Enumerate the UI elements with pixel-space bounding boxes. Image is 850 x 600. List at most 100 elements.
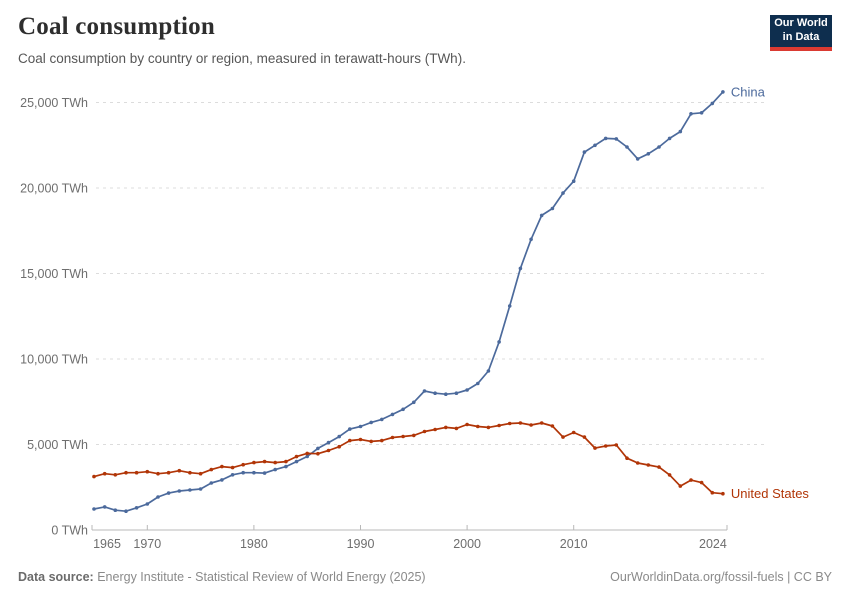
united-states-data-point-marker	[326, 448, 331, 453]
china-series-line[interactable]	[93, 91, 724, 513]
united-states-data-point-marker	[603, 444, 608, 448]
united-states-data-point-marker	[209, 467, 214, 472]
china-data-point-marker	[262, 471, 267, 475]
united-states-data-point-marker	[348, 438, 352, 443]
united-states-data-point-marker	[689, 478, 693, 482]
united-states-data-point-marker	[465, 422, 469, 427]
united-states-series-label[interactable]: United States	[731, 486, 810, 501]
china-data-point-marker	[667, 136, 672, 141]
united-states-data-point-marker	[507, 421, 512, 426]
y-axis-tick-label: 5,000 TWh	[27, 438, 88, 452]
china-data-point-marker	[454, 391, 459, 396]
china-data-point-marker	[337, 434, 342, 439]
china-data-point-marker	[156, 495, 160, 499]
united-states-data-point-marker	[145, 469, 150, 474]
chart-title: Coal consumption	[18, 13, 215, 40]
united-states-data-point-marker	[561, 435, 565, 439]
united-states-data-point-marker	[625, 456, 629, 461]
chart-subtitle: Coal consumption by country or region, m…	[18, 51, 466, 66]
united-states-data-point-marker	[614, 443, 619, 447]
united-states-data-point-marker	[316, 451, 320, 456]
united-states-data-point-marker	[593, 446, 597, 450]
china-data-point-marker	[92, 507, 96, 511]
united-states-data-point-marker	[539, 421, 544, 425]
owid-logo[interactable]: Our World in Data	[770, 15, 832, 51]
united-states-data-point-marker	[358, 437, 363, 442]
united-states-data-point-marker	[667, 473, 672, 477]
x-axis-tick-label: 1990	[347, 537, 375, 551]
china-data-point-marker	[422, 389, 427, 393]
united-states-data-point-marker	[305, 451, 310, 456]
united-states-data-point-marker	[252, 460, 256, 465]
china-data-point-marker	[710, 101, 715, 106]
data-source-text: Energy Institute - Statistical Review of…	[93, 570, 426, 584]
united-states-data-point-marker	[92, 474, 96, 479]
y-axis-tick-label: 10,000 TWh	[20, 353, 88, 367]
china-data-point-marker	[529, 237, 533, 242]
united-states-data-point-marker	[710, 490, 715, 495]
china-data-point-marker	[646, 152, 651, 156]
china-data-point-marker	[348, 427, 352, 431]
united-states-data-point-marker	[262, 459, 267, 464]
china-data-point-marker	[177, 489, 182, 493]
china-data-point-marker	[102, 505, 107, 509]
china-data-point-marker	[220, 478, 224, 482]
x-axis-tick-label: 1980	[240, 537, 268, 551]
china-data-point-marker	[188, 488, 192, 492]
china-data-point-marker	[294, 459, 299, 464]
united-states-data-point-marker	[198, 471, 203, 476]
united-states-data-point-marker	[476, 424, 480, 429]
china-data-point-marker	[593, 143, 597, 148]
china-data-point-marker	[273, 467, 278, 472]
china-data-point-marker	[582, 150, 587, 154]
y-axis-tick-label: 0 TWh	[51, 524, 88, 538]
united-states-data-point-marker	[433, 427, 437, 432]
owid-logo-line1: Our World	[774, 17, 828, 30]
china-data-point-marker	[241, 470, 245, 475]
china-data-point-marker	[326, 440, 331, 445]
united-states-data-point-marker	[230, 465, 235, 470]
china-data-point-marker	[476, 381, 480, 386]
china-data-point-marker	[625, 145, 629, 149]
united-states-data-point-marker	[273, 460, 278, 465]
united-states-data-point-marker	[412, 433, 416, 438]
x-axis-tick-label: 1965	[93, 537, 121, 551]
united-states-data-point-marker	[177, 468, 182, 473]
united-states-data-point-marker	[699, 480, 704, 485]
china-data-point-marker	[518, 266, 523, 271]
united-states-data-point-marker	[337, 444, 342, 449]
china-data-point-marker	[369, 420, 374, 425]
united-states-data-point-marker	[678, 484, 683, 488]
united-states-data-point-marker	[550, 424, 555, 428]
china-data-point-marker	[571, 179, 576, 183]
united-states-data-point-marker	[188, 470, 192, 475]
united-states-data-point-marker	[156, 471, 160, 476]
united-states-data-point-marker	[124, 470, 128, 475]
china-data-point-marker	[486, 369, 491, 373]
united-states-data-point-marker	[571, 430, 576, 435]
china-data-point-marker	[305, 454, 310, 459]
united-states-data-point-marker	[113, 473, 118, 477]
china-data-point-marker	[166, 491, 171, 495]
china-data-point-marker	[145, 502, 150, 506]
china-data-point-marker	[433, 391, 437, 396]
united-states-data-point-marker	[635, 461, 640, 465]
china-data-point-marker	[497, 340, 501, 344]
owid-logo-line2: in Data	[782, 31, 820, 43]
china-data-point-marker	[230, 473, 235, 477]
united-states-data-point-marker	[657, 465, 661, 469]
china-data-point-marker	[603, 136, 608, 141]
united-states-data-point-marker	[529, 423, 533, 427]
china-data-point-marker	[198, 487, 203, 491]
china-data-point-marker	[124, 509, 128, 513]
united-states-data-point-marker	[134, 470, 139, 475]
china-series-label[interactable]: China	[731, 84, 766, 99]
china-data-point-marker	[390, 412, 395, 417]
united-states-data-point-marker	[220, 464, 224, 469]
china-data-point-marker	[209, 481, 214, 485]
united-states-data-point-marker	[422, 429, 427, 434]
credit-link[interactable]: OurWorldinData.org/fossil-fuels | CC BY	[610, 570, 832, 584]
united-states-data-point-marker	[518, 421, 523, 425]
